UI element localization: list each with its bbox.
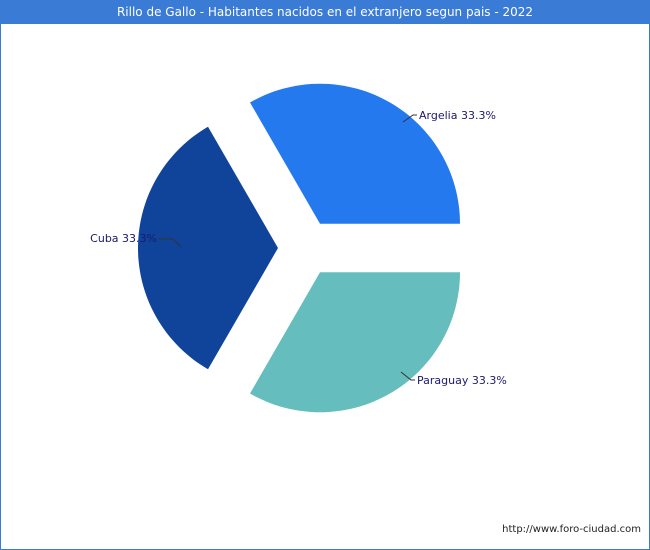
slice-label-paraguay: Paraguay 33.3% [417,374,507,387]
callout-line-paraguay [400,371,415,381]
pie-slice-argelia [250,83,460,224]
pie-slice-paraguay [250,272,460,413]
slice-label-argelia: Argelia 33.3% [419,109,496,122]
slice-label-cuba: Cuba 33.3% [90,232,157,245]
source-credit-link[interactable]: http://www.foro-ciudad.com [502,524,641,535]
callout-line-argelia [402,114,417,123]
pie-slice-cuba [138,126,278,370]
chart-title: Rillo de Gallo - Habitantes nacidos en e… [1,1,649,24]
callout-line-cuba [159,238,182,248]
